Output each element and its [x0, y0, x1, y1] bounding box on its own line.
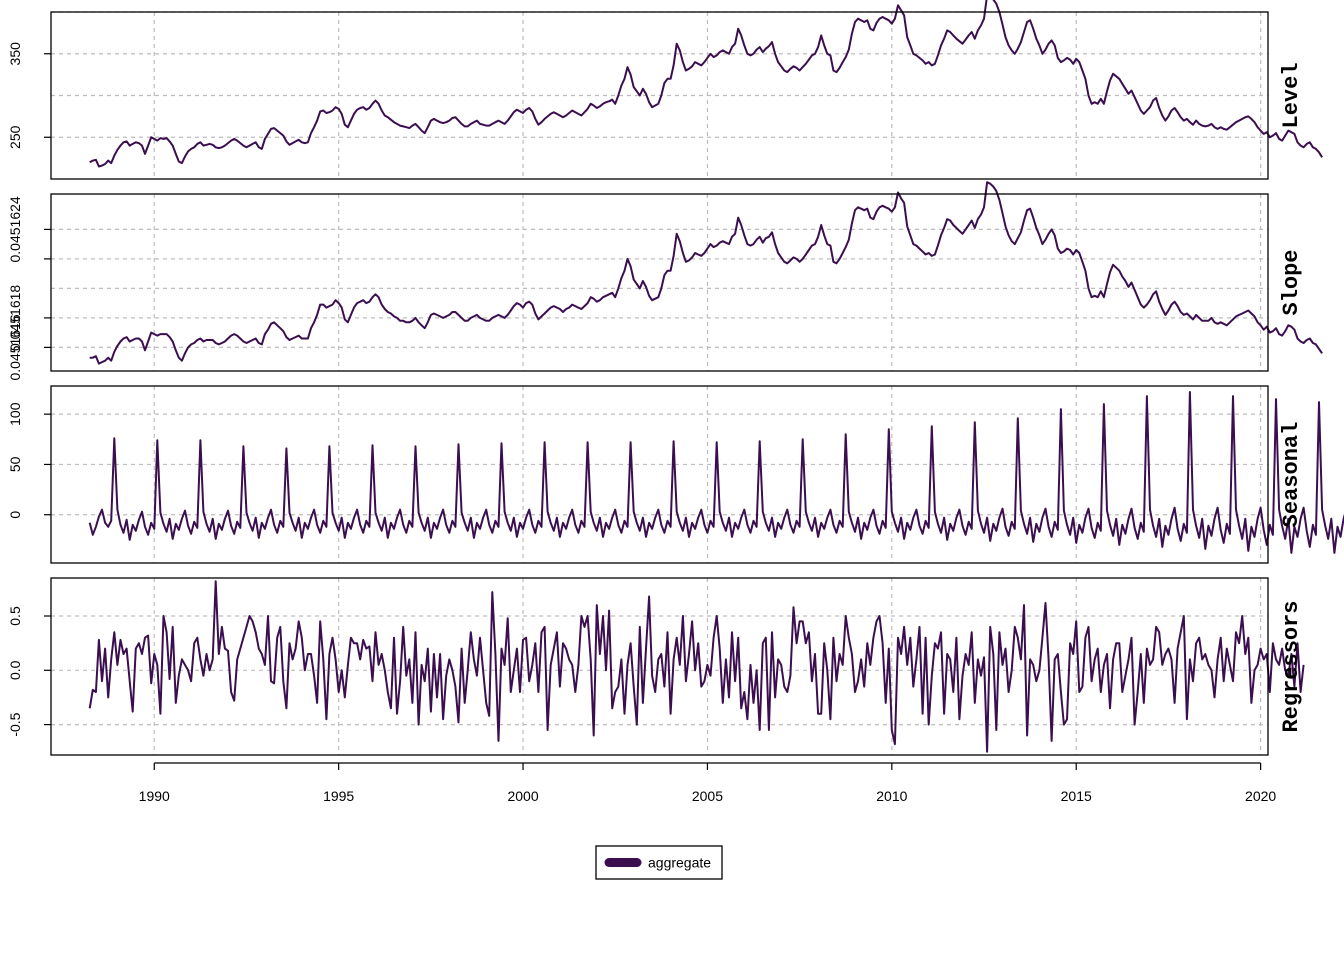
- legend: aggregate: [595, 845, 723, 880]
- panel-frame-regressors: [50, 577, 1269, 756]
- ytick-label-slope-1: 0.0451618: [7, 285, 23, 351]
- xtick-label-2000: 2000: [507, 788, 538, 804]
- panel-seasonal: 0 50 100 Seasonal: [7, 385, 1344, 564]
- ytick-label-seasonal-1: 50: [7, 456, 23, 472]
- panel-label-seasonal: Seasonal: [1279, 422, 1304, 528]
- panel-frame-seasonal: [50, 385, 1269, 564]
- series-line-seasonal: [88, 391, 1344, 554]
- ytick-label-level-0: 250: [7, 125, 23, 149]
- ytick-label-regressors-1: 0.0: [7, 660, 23, 680]
- ytick-label-seasonal-0: 0: [7, 511, 23, 519]
- xtick-label-2010: 2010: [876, 788, 907, 804]
- xtick-label-2005: 2005: [692, 788, 723, 804]
- ytick-label-seasonal-2: 100: [7, 402, 23, 426]
- ytick-label-slope-0: 0.0451616: [7, 314, 23, 380]
- xtick-label-1995: 1995: [323, 788, 354, 804]
- panel-level: 250 350 Level: [7, 0, 1323, 180]
- panel-frame-level: [50, 11, 1269, 180]
- ytick-label-regressors-2: 0.5: [7, 606, 23, 626]
- panel-label-level: Level: [1279, 62, 1304, 128]
- series-line-slope: [89, 181, 1323, 365]
- ytick-label-regressors-0: -0.5: [7, 712, 23, 736]
- panel-label-regressors: Regressors: [1279, 600, 1304, 732]
- xtick-label-2020: 2020: [1245, 788, 1276, 804]
- xtick-label-1990: 1990: [139, 788, 170, 804]
- x-axis: 1990 1995 2000 2005 2010 2015 2020: [139, 762, 1276, 804]
- ytick-label-level-1: 350: [7, 42, 23, 66]
- ytick-label-slope-3: 0.0451624: [7, 196, 23, 262]
- panel-regressors: -0.5 0.0 0.5 Regressors: [7, 577, 1305, 756]
- panel-label-slope: Slope: [1279, 249, 1304, 315]
- panel-frame-slope: [50, 193, 1269, 372]
- xtick-label-2015: 2015: [1061, 788, 1092, 804]
- legend-label: aggregate: [648, 855, 711, 871]
- series-line-level: [89, 0, 1323, 168]
- series-line-regressors: [88, 580, 1305, 753]
